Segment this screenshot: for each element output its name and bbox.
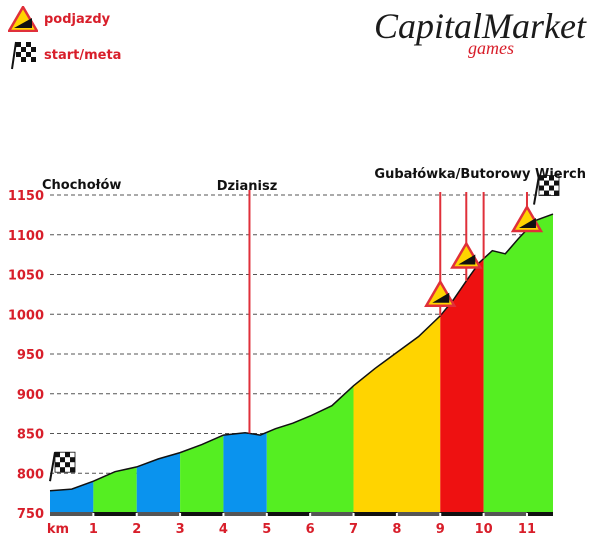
flag-square <box>60 467 66 473</box>
legend-item-climbs: podjazdy <box>8 6 110 32</box>
flag-square <box>65 462 71 468</box>
segment-green <box>93 466 137 513</box>
segment-green <box>180 435 224 513</box>
x-tick-label: 4 <box>219 522 228 537</box>
axis-band <box>180 512 224 516</box>
x-tick-label: 3 <box>176 522 185 537</box>
segment-blue <box>50 481 94 513</box>
checkered-flag-icon <box>11 41 36 70</box>
x-tick-label: 5 <box>262 522 271 537</box>
flag-square <box>539 175 544 181</box>
legend-climbs-label: podjazdy <box>44 11 111 27</box>
climb-warning-icon <box>424 279 457 307</box>
legend-start-finish-label: start/meta <box>44 47 122 63</box>
place-labels: Chochołów Dzianisz Gubałówka/Butorowy Wier… <box>42 167 586 194</box>
logo-wordmark: CapitalMarket <box>374 6 587 46</box>
profile-line <box>49 213 554 492</box>
profile-outline <box>49 213 554 492</box>
segment-yellow <box>353 315 441 513</box>
place-label: Dzianisz <box>217 179 278 194</box>
flag-square <box>539 185 544 191</box>
segment-green <box>266 385 354 513</box>
y-tick-label: 950 <box>17 348 44 363</box>
flag-square <box>55 452 61 458</box>
x-tick-label: 10 <box>475 522 493 537</box>
place-label: Chochołów <box>42 178 121 193</box>
axes: 750 800 850 900 950 1000 1050 1100 1150 km 1 2 3 4 5 6 7… <box>8 189 553 537</box>
y-tick-label: 1000 <box>8 308 44 323</box>
start-flag-icon <box>49 451 76 482</box>
segment-green <box>483 214 553 513</box>
climb-warning-icon <box>510 204 544 233</box>
climb-warning-icon <box>450 241 483 269</box>
chart-icons <box>49 175 560 482</box>
x-tick-label: 7 <box>349 522 358 537</box>
segment-blue <box>223 432 267 513</box>
flag-square <box>65 452 71 458</box>
flag-pole <box>49 452 56 482</box>
legend: podjazdy start/meta <box>0 0 200 80</box>
axis-band <box>353 512 397 516</box>
flag-square <box>55 462 61 468</box>
x-tick-label: 6 <box>306 522 315 537</box>
finish-flag-icon <box>533 175 560 205</box>
place-label: Gubałówka/Butorowy Wierch <box>374 167 586 182</box>
flag-square <box>544 190 549 196</box>
y-tick-label: 850 <box>17 428 44 443</box>
logo-subtitle: games <box>468 38 514 58</box>
y-tick-label: 1150 <box>8 189 44 204</box>
climb-warning-icon <box>8 6 38 32</box>
y-tick-label: 800 <box>17 467 44 482</box>
flag-border <box>538 175 560 196</box>
x-tick-label: 2 <box>132 522 141 537</box>
axis-band <box>136 512 181 516</box>
y-tick-label: 750 <box>17 507 44 522</box>
legend-item-start-finish: start/meta <box>8 40 121 70</box>
y-tick-label: 1050 <box>8 269 44 284</box>
flag-square <box>554 190 559 196</box>
flag-square <box>70 457 76 463</box>
slope-shape <box>458 254 476 265</box>
x-tick-label: 1 <box>89 522 98 537</box>
axis-band <box>50 512 94 516</box>
flag-square <box>60 457 66 463</box>
slope-shape <box>432 292 450 303</box>
y-tick-label: 1100 <box>8 229 44 244</box>
x-tick-label: 11 <box>518 522 536 537</box>
axis-band <box>526 512 553 516</box>
flag-square <box>70 467 76 473</box>
capital-market-logo: CapitalMarket games <box>374 6 587 58</box>
x-axis-label: km <box>47 522 69 537</box>
axis-band <box>396 512 441 516</box>
axis-band <box>440 512 484 516</box>
flag-square <box>549 175 554 181</box>
slope-shape <box>518 217 536 228</box>
flag-border <box>54 451 76 473</box>
segment-red <box>440 258 484 513</box>
axis-band <box>310 512 354 516</box>
flag-pole <box>533 175 540 205</box>
profile-fill <box>50 214 553 513</box>
axis-band <box>223 512 267 516</box>
axis-band <box>266 512 311 516</box>
flag-square <box>544 180 549 186</box>
flag-square <box>554 180 559 186</box>
segment-blue <box>136 452 181 513</box>
x-tick-label: 8 <box>392 522 401 537</box>
flag-square <box>549 185 554 191</box>
x-tick-label: 9 <box>436 522 445 537</box>
axis-band <box>483 512 528 516</box>
y-tick-label: 900 <box>17 388 44 403</box>
axis-band <box>93 512 137 516</box>
